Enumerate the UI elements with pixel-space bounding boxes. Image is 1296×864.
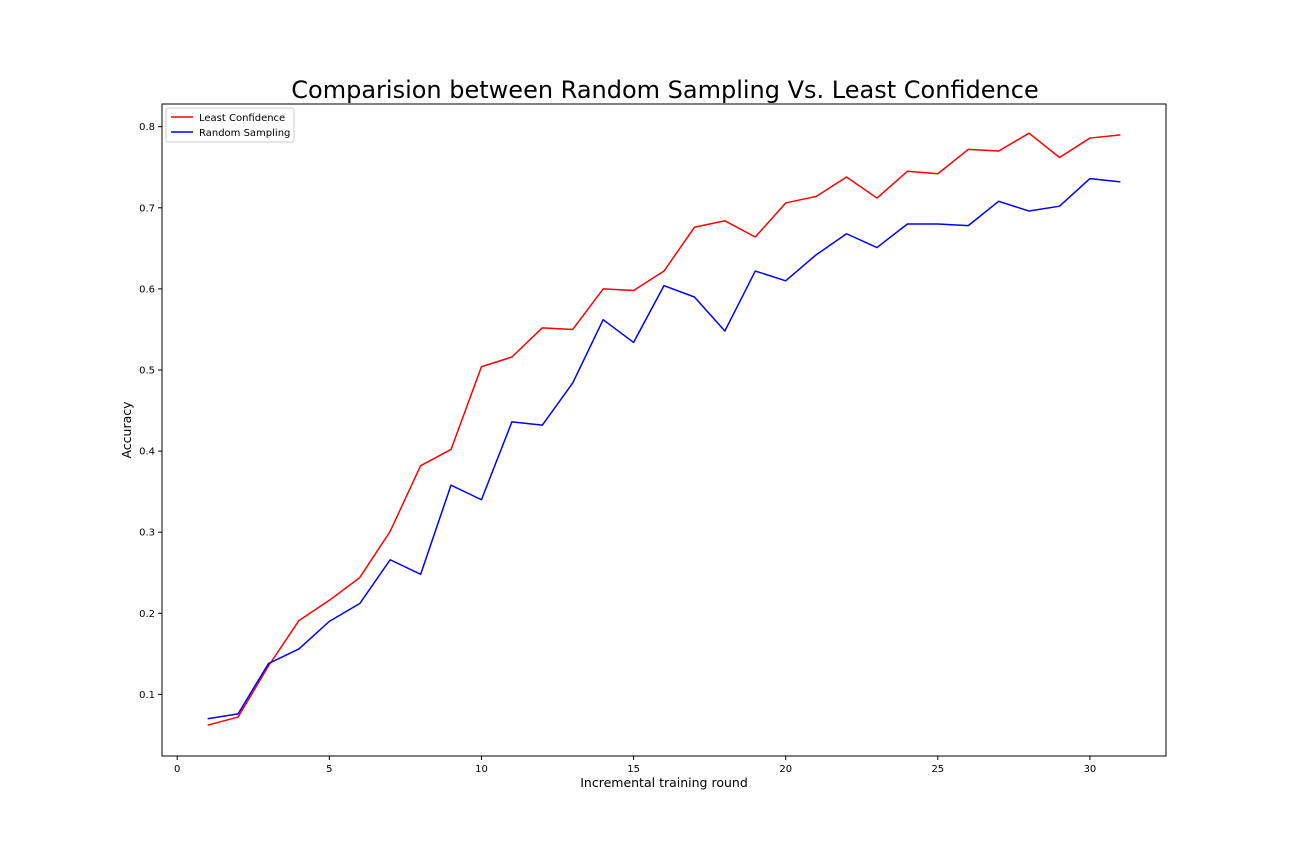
legend-box [165,107,295,143]
x-tick-label: 30 [1084,764,1097,775]
series-line-random-sampling [207,177,1121,720]
plot-frame [161,103,1167,757]
y-tick-label: 0.1 [139,690,155,701]
x-tick-label: 10 [475,764,488,775]
x-tick-label: 20 [779,764,792,775]
y-tick-label: 0.8 [139,122,155,133]
x-tick-label: 15 [627,764,640,775]
y-tick-label: 0.6 [139,284,155,295]
y-axis: 0.1 0.2 0.3 0.4 0.5 0.6 0.7 0.8 [139,122,162,701]
series-line-least-confidence [207,132,1121,726]
y-tick-label: 0.5 [139,365,155,376]
plot-lines [207,132,1121,726]
y-tick-label: 0.2 [139,609,155,620]
x-axis: 0 5 10 15 20 25 30 [174,756,1096,775]
legend: Least Confidence Random Sampling [165,107,295,143]
x-tick-label: 5 [326,764,332,775]
chart-title: Comparision between Random Sampling Vs. … [291,76,1038,104]
y-tick-label: 0.7 [139,203,155,214]
legend-label-random-sampling: Random Sampling [199,128,290,139]
legend-label-least-confidence: Least Confidence [199,113,285,124]
x-tick-label: 0 [174,764,180,775]
y-tick-label: 0.4 [139,447,155,458]
x-tick-label: 25 [931,764,944,775]
y-axis-label: Accuracy [119,401,134,459]
x-axis-label: Incremental training round [580,775,748,790]
y-tick-label: 0.3 [139,528,155,539]
